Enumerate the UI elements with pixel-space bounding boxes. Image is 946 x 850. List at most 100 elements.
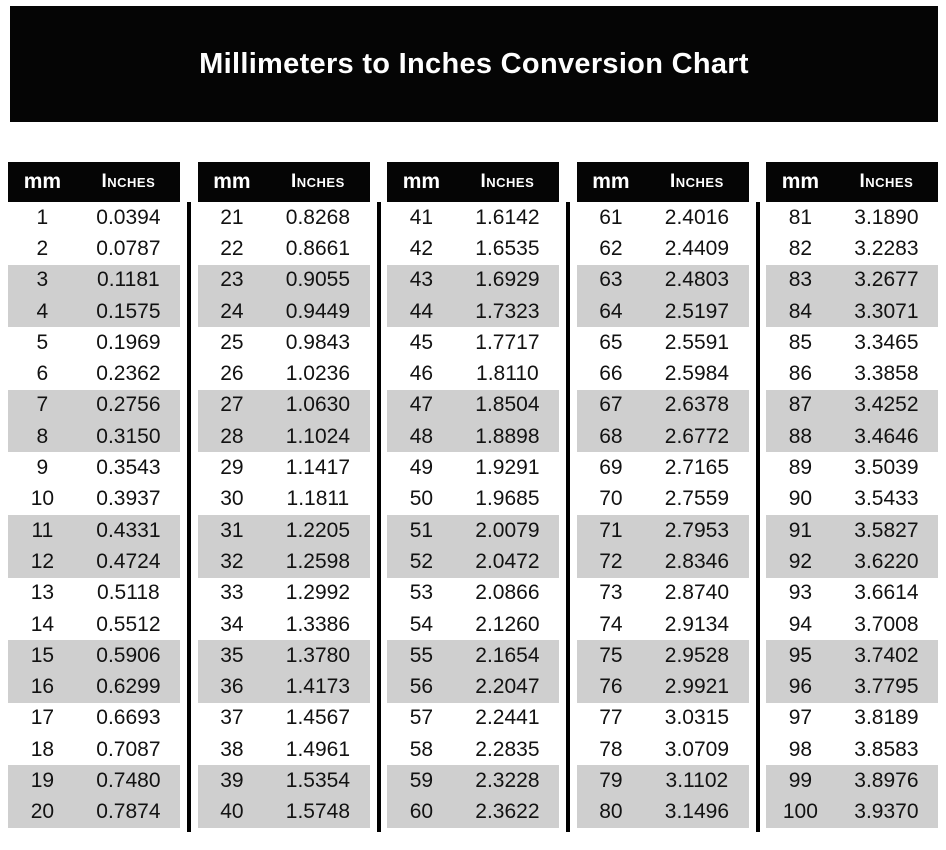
mm-value: 81 [788,205,813,229]
mm-value: 33 [220,581,244,605]
inches-value: 2.9134 [664,612,729,636]
mm-value: 55 [409,643,434,667]
table-row: 58 2.2835 [387,734,559,766]
inches-value: 0.1969 [96,330,161,354]
mm-value: 23 [220,268,244,292]
mm-value: 44 [409,299,434,323]
table-row: 55 2.1654 [387,640,559,672]
table-row: 17 0.6693 [8,702,180,735]
mm-value: 84 [788,299,813,323]
mm-value: 43 [409,268,434,292]
table-row: 53 2.0866 [387,577,559,609]
table-row: 28 1.1024 [197,421,370,453]
mm-value: 59 [409,768,434,792]
table-row: 13 0.5118 [8,577,180,609]
mm-value: 98 [788,737,813,761]
column-group: mm Inches 41 1.6142 42 1.6535 43 1.6929 44 1.7323… [387,162,570,832]
table-row: 67 2.6378 [576,389,749,422]
inches-value: 2.4016 [664,205,729,229]
mm-value: 42 [409,236,434,260]
mm-value: 67 [599,393,623,417]
mm-column-header: mm [781,170,820,193]
table-row: 94 3.7008 [766,608,938,641]
inches-value: 2.0079 [475,518,540,542]
inches-value: 0.1181 [97,268,160,292]
table-row: 86 3.3858 [766,358,938,390]
inches-value: 2.0866 [475,581,540,605]
column-header-row: mm Inches [387,162,559,202]
inches-value: 3.7402 [854,643,919,667]
table-row: 36 1.4173 [197,671,370,703]
inches-value: 1.4567 [285,706,350,730]
inches-value: 1.3780 [285,643,350,667]
mm-value: 82 [788,236,813,260]
inches-value: 0.9449 [285,299,350,323]
mm-value: 9 [36,456,49,480]
inches-value: 0.0394 [96,205,161,229]
table-row: 43 1.6929 [387,264,559,296]
table-row: 19 0.7480 [8,765,180,797]
table-row: 26 1.0236 [197,358,370,390]
inches-value: 0.7480 [96,768,161,792]
mm-value: 77 [599,706,623,730]
mm-value: 65 [599,330,623,354]
inches-value: 0.5118 [97,581,160,605]
column-header-row: mm Inches [197,162,370,202]
table-row: 25 0.9843 [197,327,370,359]
inches-column-header: Inches [669,171,724,192]
inches-value: 0.9843 [285,330,350,354]
column-group: mm Inches 1 0.0394 2 0.0787 3 0.1181 4 0.1575 5 0.1… [8,162,191,832]
inches-value: 1.7717 [475,330,540,354]
table-row: 73 2.8740 [576,577,749,609]
table-row: 47 1.8504 [387,389,559,422]
inches-value: 3.3858 [854,362,919,386]
mm-value: 63 [599,268,623,292]
table-row: 64 2.5197 [576,295,749,328]
table-row: 75 2.9528 [576,640,749,672]
inches-value: 3.2677 [854,268,919,292]
inches-value: 0.9055 [285,268,350,292]
mm-value: 79 [599,768,623,792]
table-row: 71 2.7953 [576,514,749,547]
table-row: 66 2.5984 [576,358,749,390]
inches-value: 1.8898 [475,424,540,448]
inches-value: 2.8740 [664,581,729,605]
inches-value: 1.8504 [475,393,540,417]
table-row: 24 0.9449 [197,295,370,328]
mm-value: 74 [599,612,623,636]
inches-value: 0.4724 [96,549,161,573]
inches-value: 1.7323 [475,299,540,323]
table-row: 12 0.4724 [8,546,180,578]
mm-value: 56 [409,675,434,699]
table-row: 16 0.6299 [8,671,180,703]
mm-value: 39 [220,768,244,792]
mm-value: 27 [220,393,244,417]
mm-value: 30 [220,487,244,511]
table-row: 52 2.0472 [387,546,559,578]
inches-value: 2.6772 [664,424,729,448]
table-row: 60 2.3622 [387,796,559,828]
inches-value: 1.2992 [285,581,350,605]
mm-value: 75 [599,643,623,667]
mm-value: 46 [409,362,434,386]
mm-value: 49 [409,456,434,480]
inches-value: 2.5197 [664,299,729,323]
mm-column-header: mm [592,170,630,193]
mm-value: 87 [788,393,813,417]
table-row: 50 1.9685 [387,483,559,515]
mm-value: 18 [30,737,55,761]
table-row: 30 1.1811 [197,483,370,515]
inches-value: 3.8976 [854,768,919,792]
mm-value: 50 [409,487,434,511]
table-row: 31 1.2205 [197,514,370,547]
table-row: 91 3.5827 [766,514,938,547]
inches-value: 2.3622 [475,800,540,824]
mm-value: 31 [220,518,244,542]
inches-value: 2.2047 [475,675,540,699]
table-row: 23 0.9055 [197,264,370,296]
mm-value: 15 [30,643,55,667]
table-row: 20 0.7874 [8,796,180,828]
column-group: mm Inches 61 2.4016 62 2.4409 63 2.4803 64 2.5197… [576,162,760,832]
inches-value: 2.2835 [475,737,540,761]
table-row: 70 2.7559 [576,483,749,515]
